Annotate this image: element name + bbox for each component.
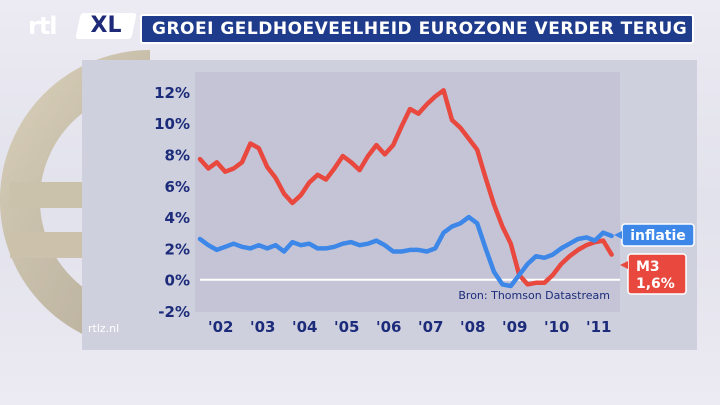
series-line-m3 bbox=[197, 88, 614, 287]
chart-title: GROEI GELDHOEVEELHEID EUROZONE VERDER TE… bbox=[152, 19, 688, 39]
m3-tag: M3 1,6% bbox=[620, 253, 687, 295]
logo-rtl-text: rtl bbox=[28, 12, 58, 40]
x-tick-label: '09 bbox=[502, 318, 527, 336]
y-tick-label: 12% bbox=[154, 84, 190, 102]
y-tick-label: 2% bbox=[165, 240, 190, 258]
x-tick-label: '03 bbox=[250, 318, 275, 336]
y-tick-label: 0% bbox=[165, 272, 190, 290]
title-bar: GROEI GELDHOEVEELHEID EUROZONE VERDER TE… bbox=[140, 14, 694, 44]
series-lines bbox=[197, 88, 614, 289]
y-tick-label: 8% bbox=[165, 146, 190, 164]
y-tick-label: -2% bbox=[158, 303, 190, 321]
m3-value-label: 1,6% bbox=[636, 276, 675, 292]
site-credit: rtlz.nl bbox=[88, 322, 120, 335]
source-label: Bron: Thomson Datastream bbox=[458, 289, 610, 302]
x-tick-label: '02 bbox=[208, 318, 233, 336]
y-tick-label: 6% bbox=[165, 178, 190, 196]
logo-xl-badge: XL bbox=[75, 13, 137, 39]
x-tick-label: '10 bbox=[544, 318, 569, 336]
series-line-inflatie bbox=[197, 214, 614, 289]
y-axis-labels: 12% 10% 8% 6% 4% 2% 0% -2% bbox=[154, 84, 190, 321]
logo-xl-text: XL bbox=[90, 13, 122, 38]
x-tick-label: '07 bbox=[418, 318, 443, 336]
m3-legend-label: M3 bbox=[636, 259, 660, 275]
x-tick-label: '08 bbox=[460, 318, 485, 336]
inflatie-tag: inflatie bbox=[614, 223, 695, 247]
x-axis-labels: '02 '03 '04 '05 '06 '07 '08 '09 '10 '11 bbox=[208, 318, 611, 336]
x-tick-label: '05 bbox=[334, 318, 359, 336]
x-tick-label: '06 bbox=[376, 318, 401, 336]
rtlxl-logo: rtl XL bbox=[28, 10, 137, 44]
x-tick-label: '11 bbox=[586, 318, 611, 336]
y-tick-label: 4% bbox=[165, 209, 190, 227]
plot-area bbox=[195, 72, 620, 312]
x-tick-label: '04 bbox=[292, 318, 317, 336]
y-tick-label: 10% bbox=[154, 115, 190, 133]
inflatie-legend-label: inflatie bbox=[630, 228, 686, 244]
